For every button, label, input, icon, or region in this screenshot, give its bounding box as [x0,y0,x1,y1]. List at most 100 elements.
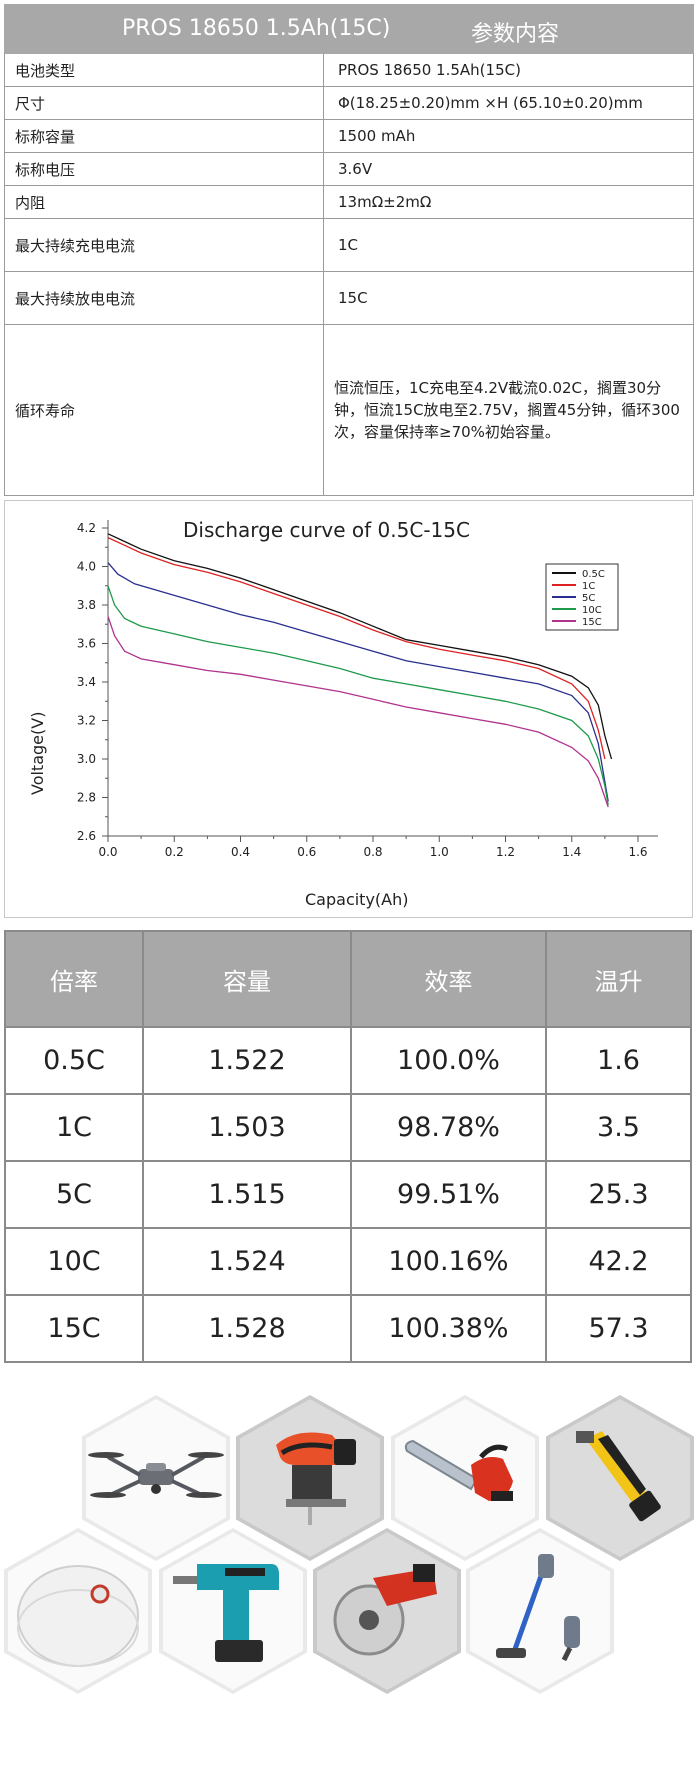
y-tick-label: 2.8 [77,791,96,805]
table-row: 5C 1.515 99.51% 25.3 [4,1160,692,1229]
x-tick-label: 0.8 [363,845,382,859]
spec-row: 循环寿命 恒流恒压，1C充电至4.2V截流0.02C，搁置30分钟，恒流15C放… [4,325,694,496]
spec-table: PROS 18650 1.5Ah(15C) 参数内容 电池类型 PROS 186… [4,4,694,496]
legend-label: 10C [582,605,602,616]
application-cordless-drill [159,1528,307,1694]
x-tick-label: 0.0 [98,845,117,859]
efficiency-cell: 98.78% [350,1093,547,1162]
application-chainsaw [391,1395,539,1561]
spec-key: 标称容量 [5,120,324,152]
rate-cell: 5C [4,1160,144,1229]
y-tick-label: 3.0 [77,752,96,766]
spec-value: 1C [338,236,359,254]
spec-key: 标称电压 [5,153,324,185]
spec-row: 最大持续充电电流 1C [4,219,694,272]
capacity-cell: 1.524 [142,1227,352,1296]
x-tick-label: 1.4 [562,845,581,859]
drone-icon [88,1452,224,1498]
spec-value: Φ(18.25±0.20)mm ×H (65.10±0.20)mm [338,94,643,112]
x-axis-label: Capacity(Ah) [305,890,409,909]
legend-box [545,563,619,631]
table-row: 15C 1.528 100.38% 57.3 [4,1294,692,1363]
rate-table: 倍率 容量 效率 温升 0.5C 1.522 100.0% 1.6 1C 1.5… [4,930,692,1363]
spec-key: 尺寸 [5,87,324,119]
circular-saw-icon [333,1564,437,1656]
chart-axes: 0.0 0.2 0.4 0.6 0.8 1.0 1.2 1.4 1.6 2.6 2.8 3.0 3.2 3… [77,520,658,859]
jigsaw-icon [276,1432,356,1525]
application-jigsaw [236,1395,384,1561]
temp-rise-cell: 25.3 [545,1160,692,1229]
legend-label: 5C [582,593,595,604]
rate-cell: 1C [4,1093,144,1162]
x-tick-label: 1.6 [628,845,647,859]
y-tick-label: 3.6 [77,637,96,651]
discharge-chart: Discharge curve of 0.5C-15C Capacity(Ah)… [4,500,693,918]
series-line-5C [107,562,609,802]
rate-header-cell: 效率 [350,930,547,1028]
spec-header-content: 参数内容 [471,22,560,47]
efficiency-cell: 100.0% [350,1026,547,1095]
legend-label: 1C [582,581,595,592]
spec-key: 循环寿命 [5,325,324,495]
efficiency-cell: 99.51% [350,1160,547,1229]
x-tick-label: 0.6 [297,845,316,859]
x-tick-label: 1.0 [430,845,449,859]
series-line-15C [107,616,609,808]
legend-label: 15C [582,617,602,628]
spec-key: 最大持续充电电流 [5,219,324,271]
application-angle-drill [546,1395,694,1561]
spec-value: 恒流恒压，1C充电至4.2V截流0.02C，搁置30分钟，恒流15C放电至2.7… [334,379,680,441]
spec-table-header: PROS 18650 1.5Ah(15C) 参数内容 [4,4,694,54]
temp-rise-cell: 3.5 [545,1093,692,1162]
spec-row: 标称容量 1500 mAh [4,120,694,153]
chart-title: Discharge curve of 0.5C-15C [183,518,470,542]
series-line-1C [107,537,606,760]
y-tick-label: 3.2 [77,714,96,728]
rate-cell: 0.5C [4,1026,144,1095]
spec-key: 电池类型 [5,54,324,86]
series-line-10C [107,585,609,806]
rate-table-header-row: 倍率 容量 效率 温升 [4,930,692,1028]
robot-vacuum-icon [17,1565,139,1667]
rate-cell: 10C [4,1227,144,1296]
efficiency-cell: 100.38% [350,1294,547,1363]
x-tick-label: 0.2 [165,845,184,859]
spec-row: 内阻 13mΩ±2mΩ [4,186,694,219]
x-tick-label: 0.4 [231,845,250,859]
capacity-cell: 1.503 [142,1093,352,1162]
spec-key: 内阻 [5,186,324,218]
rate-header-cell: 倍率 [4,930,144,1028]
y-tick-label: 3.4 [77,675,96,689]
series-line-0.5C [107,533,613,760]
temp-rise-cell: 57.3 [545,1294,692,1363]
application-drone [82,1395,230,1561]
temp-rise-cell: 1.6 [545,1026,692,1095]
y-tick-label: 4.0 [77,560,96,574]
legend-label: 0.5C [582,569,605,580]
y-axis-label: Voltage(V) [28,712,47,795]
stick-vacuum-icon [496,1554,580,1662]
spec-row: 标称电压 3.6V [4,153,694,186]
capacity-cell: 1.528 [142,1294,352,1363]
table-row: 1C 1.503 98.78% 3.5 [4,1093,692,1162]
x-tick-label: 1.2 [496,845,515,859]
chart-plot-area [107,533,613,808]
capacity-cell: 1.515 [142,1160,352,1229]
rate-cell: 15C [4,1294,144,1363]
capacity-cell: 1.522 [142,1026,352,1095]
application-circular-saw [313,1528,461,1694]
y-tick-label: 3.8 [77,598,96,612]
spec-key: 最大持续放电电流 [5,272,324,324]
spec-value: 1500 mAh [338,127,416,145]
spec-value: PROS 18650 1.5Ah(15C) [338,61,521,79]
discharge-chart-svg: Discharge curve of 0.5C-15C Capacity(Ah)… [28,518,658,909]
spec-row: 尺寸 Φ(18.25±0.20)mm ×H (65.10±0.20)mm [4,87,694,120]
spec-value: 15C [338,289,368,307]
angle-drill-icon [576,1431,661,1522]
cordless-drill-icon [173,1564,279,1662]
application-robot-vacuum [4,1528,152,1694]
temp-rise-cell: 42.2 [545,1227,692,1296]
chainsaw-icon [404,1439,513,1501]
y-tick-label: 4.2 [77,521,96,535]
